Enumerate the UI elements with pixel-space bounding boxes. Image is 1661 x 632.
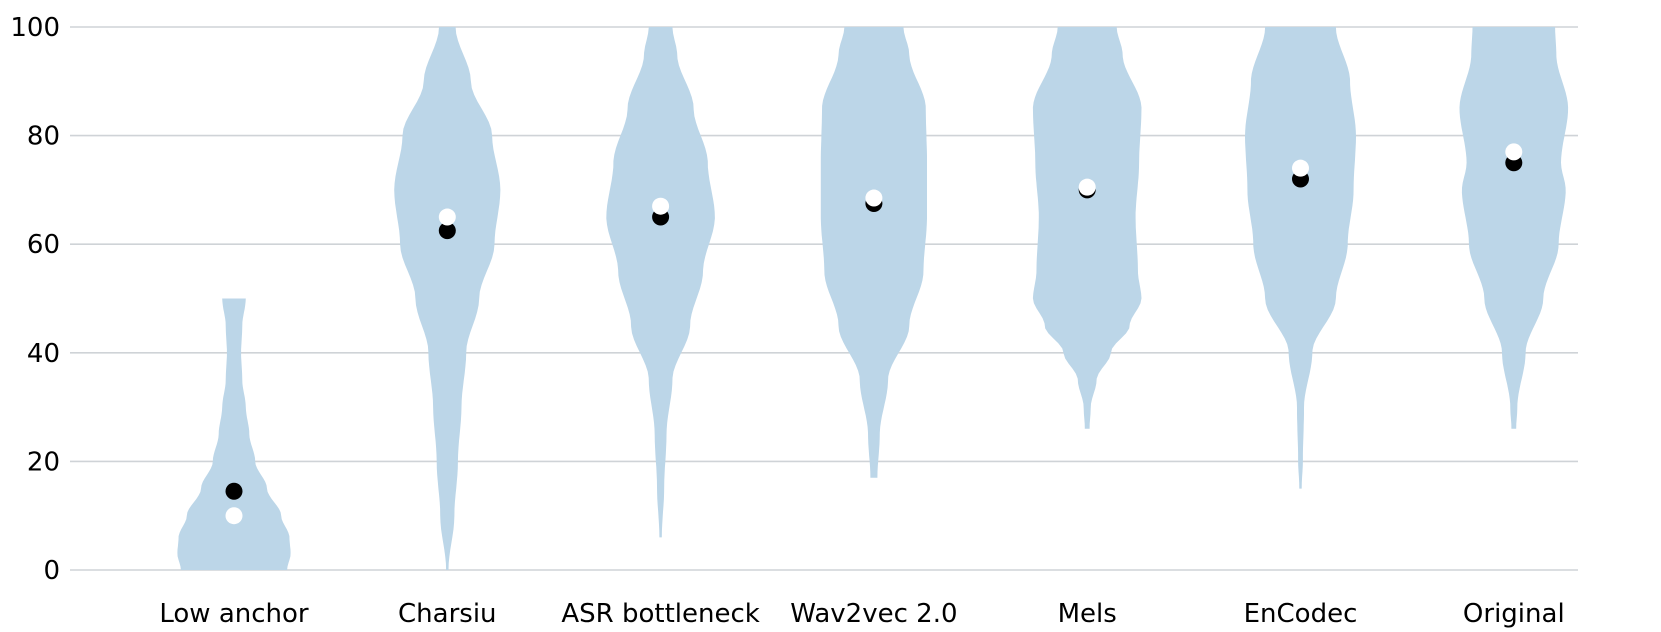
- violin-asr-bottleneck: [606, 27, 715, 538]
- median-marker: [225, 507, 243, 525]
- violin-layer: [177, 27, 1569, 570]
- y-tick-label: 80: [27, 122, 60, 152]
- median-marker: [652, 197, 670, 215]
- y-tick-label: 40: [27, 339, 60, 369]
- x-category-label: ASR bottleneck: [561, 599, 759, 629]
- violin-wav2vec-2-0: [820, 27, 927, 478]
- violin-original: [1459, 27, 1569, 429]
- marker-layer: [225, 143, 1523, 525]
- violin-encodec: [1245, 27, 1356, 489]
- x-category-label: Mels: [1058, 599, 1117, 629]
- median-marker: [865, 189, 883, 207]
- y-tick-label: 0: [43, 556, 60, 586]
- x-category-label: EnCodec: [1244, 599, 1358, 629]
- violin-charsiu: [394, 27, 501, 570]
- x-category-label: Charsiu: [398, 599, 497, 629]
- mean-marker: [438, 222, 456, 240]
- median-marker: [1078, 178, 1096, 196]
- median-marker: [1505, 143, 1523, 161]
- violin-mels: [1032, 27, 1142, 429]
- mean-marker: [225, 482, 243, 500]
- violin-low-anchor: [177, 298, 291, 570]
- y-axis-tick-labels: 0 20 40 60 80 100: [10, 13, 60, 586]
- x-category-label: Wav2vec 2.0: [790, 599, 957, 629]
- y-tick-label: 20: [27, 447, 60, 477]
- x-axis-category-labels: Low anchor Charsiu ASR bottleneck Wav2vec 2…: [159, 599, 1564, 629]
- x-category-label: Low anchor: [159, 599, 309, 629]
- median-marker: [1292, 159, 1309, 177]
- y-tick-label: 60: [27, 230, 60, 260]
- y-tick-label: 100: [10, 13, 60, 43]
- x-category-label: Original: [1463, 599, 1565, 629]
- median-marker: [438, 208, 456, 226]
